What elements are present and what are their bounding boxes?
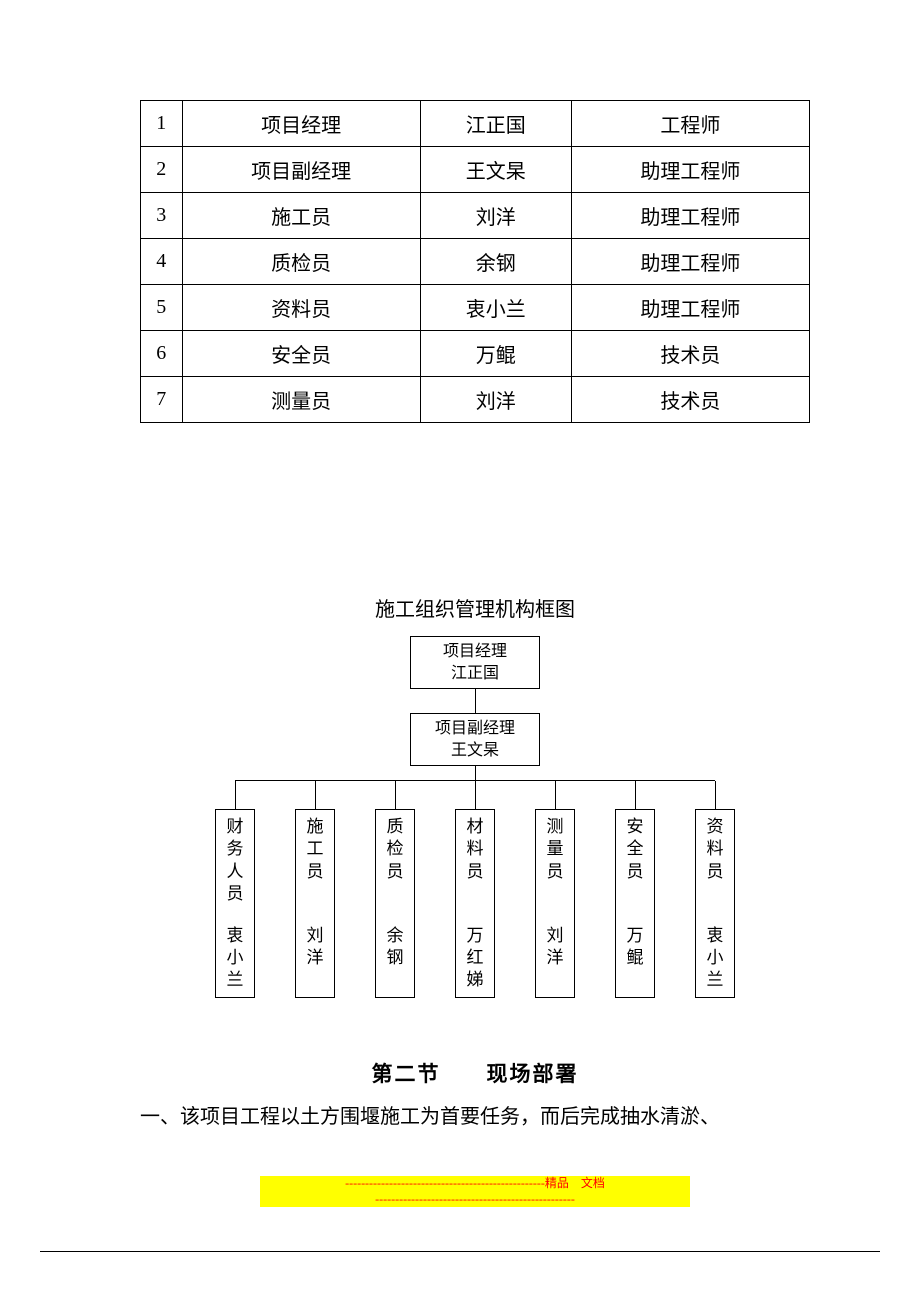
org-leaf: 安全员 万鲲 [615, 809, 655, 998]
table-row: 5资料员衷小兰助理工程师 [141, 285, 810, 331]
org-connectors [215, 781, 735, 809]
org-leaf-gap [538, 905, 572, 925]
footer-label: 精品 文档 [545, 1176, 605, 1190]
table-cell: 7 [141, 377, 183, 423]
org-leaf: 财务人员衷小兰 [215, 809, 255, 998]
org-connector-v [235, 781, 236, 809]
table-row: 6安全员万鲲技术员 [141, 331, 810, 377]
table-cell: 刘洋 [420, 193, 571, 239]
org-leaf-role: 施工员 [298, 816, 332, 904]
org-leaf-gap [218, 905, 252, 925]
footer-strip: ----------------------------------------… [260, 1176, 690, 1207]
table-cell: 技术员 [571, 331, 809, 377]
org-chart-title: 施工组织管理机构框图 [140, 593, 810, 622]
org-node-deputy: 项目副经理 王文杲 [410, 713, 540, 766]
table-cell: 万鲲 [420, 331, 571, 377]
org-leaf: 质检员 余钢 [375, 809, 415, 998]
org-chart: 项目经理 江正国 项目副经理 王文杲 财务人员衷小兰施工员 刘洋质检员 余钢材料… [215, 636, 735, 998]
org-leaf-name: 余钢 [378, 925, 412, 969]
org-leaf-role: 财务人员 [218, 816, 252, 904]
org-connector-v [475, 689, 476, 713]
table-cell: 江正国 [420, 101, 571, 147]
org-leaf-gap [378, 905, 412, 925]
table-cell: 衷小兰 [420, 285, 571, 331]
personnel-table: 1项目经理江正国工程师2项目副经理王文杲助理工程师3施工员刘洋助理工程师4质检员… [140, 100, 810, 423]
personnel-tbody: 1项目经理江正国工程师2项目副经理王文杲助理工程师3施工员刘洋助理工程师4质检员… [141, 101, 810, 423]
org-connector-v [315, 781, 316, 809]
table-cell: 王文杲 [420, 147, 571, 193]
org-node-name: 江正国 [417, 663, 533, 685]
org-leaf-role: 测量员 [538, 816, 572, 904]
org-connector-v [555, 781, 556, 809]
org-leaf: 资料员 衷小兰 [695, 809, 735, 998]
table-cell: 施工员 [182, 193, 420, 239]
table-cell: 5 [141, 285, 183, 331]
table-cell: 余钢 [420, 239, 571, 285]
org-leaf-gap [698, 905, 732, 925]
table-cell: 项目经理 [182, 101, 420, 147]
org-leaf-name: 万红娣 [458, 925, 492, 991]
org-leaf-name: 刘洋 [538, 925, 572, 969]
table-cell: 测量员 [182, 377, 420, 423]
org-leaf-name: 衷小兰 [698, 925, 732, 991]
org-leaf-name: 衷小兰 [218, 925, 252, 991]
table-row: 7测量员刘洋技术员 [141, 377, 810, 423]
table-row: 3施工员刘洋助理工程师 [141, 193, 810, 239]
table-cell: 1 [141, 101, 183, 147]
table-cell: 3 [141, 193, 183, 239]
table-cell: 质检员 [182, 239, 420, 285]
footer-dashes: ----------------------------------------… [345, 1176, 545, 1190]
table-cell: 助理工程师 [571, 147, 809, 193]
table-row: 2项目副经理王文杲助理工程师 [141, 147, 810, 193]
table-cell: 刘洋 [420, 377, 571, 423]
org-leaf-name: 刘洋 [298, 925, 332, 969]
org-leaf: 测量员 刘洋 [535, 809, 575, 998]
org-leaf-gap [458, 905, 492, 925]
org-connector-v [475, 766, 476, 780]
table-row: 4质检员余钢助理工程师 [141, 239, 810, 285]
table-cell: 4 [141, 239, 183, 285]
table-cell: 工程师 [571, 101, 809, 147]
section-heading: 第二节 现场部署 [140, 1058, 810, 1088]
table-cell: 2 [141, 147, 183, 193]
table-cell: 安全员 [182, 331, 420, 377]
org-leaf: 施工员 刘洋 [295, 809, 335, 998]
org-leaf-role: 安全员 [618, 816, 652, 904]
table-cell: 助理工程师 [571, 193, 809, 239]
org-node-role: 项目副经理 [417, 718, 533, 740]
org-leaf-role: 质检员 [378, 816, 412, 904]
body-paragraph: 一、该项目工程以土方围堰施工为首要任务，而后完成抽水清淤、 [140, 1098, 810, 1136]
org-leaf-name: 万鲲 [618, 925, 652, 969]
org-connector-v [475, 781, 476, 809]
table-cell: 助理工程师 [571, 285, 809, 331]
org-leaf-role: 资料员 [698, 816, 732, 904]
table-cell: 技术员 [571, 377, 809, 423]
org-leaf: 材料员 万红娣 [455, 809, 495, 998]
table-cell: 资料员 [182, 285, 420, 331]
org-leaf-role: 材料员 [458, 816, 492, 904]
org-leaf-gap [618, 905, 652, 925]
org-node-role: 项目经理 [417, 641, 533, 663]
org-connector-v [635, 781, 636, 809]
org-connector-v [715, 781, 716, 809]
table-cell: 项目副经理 [182, 147, 420, 193]
table-row: 1项目经理江正国工程师 [141, 101, 810, 147]
table-cell: 助理工程师 [571, 239, 809, 285]
footer-dashes: ----------------------------------------… [375, 1192, 575, 1206]
org-leaf-row: 财务人员衷小兰施工员 刘洋质检员 余钢材料员 万红娣测量员 刘洋安全员 万鲲资料… [215, 809, 735, 998]
org-node-manager: 项目经理 江正国 [410, 636, 540, 689]
org-connector-v [395, 781, 396, 809]
org-leaf-gap [298, 905, 332, 925]
page-rule [40, 1251, 880, 1252]
org-node-name: 王文杲 [417, 740, 533, 762]
table-cell: 6 [141, 331, 183, 377]
